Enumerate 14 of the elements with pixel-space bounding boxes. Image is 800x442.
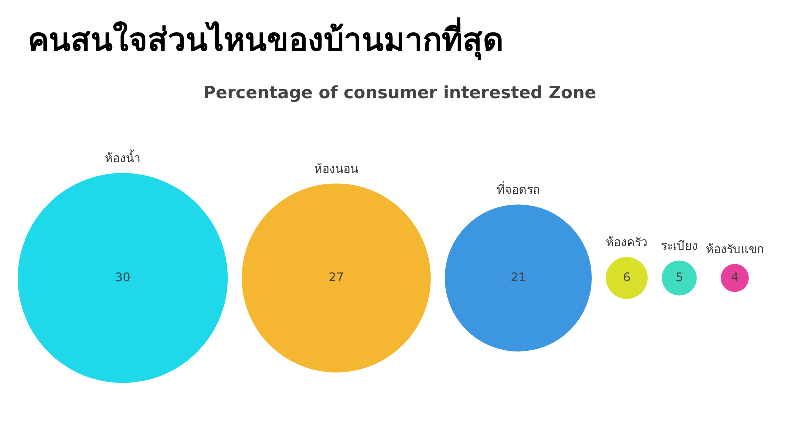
text: คนสนใจส่วนไหนของบ้านมากที่สุด [28, 16, 504, 62]
category-label: ที่จอดรถ [497, 180, 540, 197]
category-label: ห้องนอน [314, 162, 358, 176]
data-label: 5 [676, 270, 684, 284]
data-label: 30 [115, 270, 131, 284]
text: Percentage of consumer interested Zone [204, 84, 596, 104]
data-label: 21 [510, 270, 526, 284]
category-label: ห้องน้ำ [105, 149, 141, 166]
data-label: 6 [623, 270, 631, 284]
data-label: 4 [731, 270, 739, 284]
category-label: ห้องครัว [606, 235, 648, 250]
data-label: 27 [328, 270, 344, 284]
category-label: ห้องรับแขก [706, 242, 764, 256]
category-label: ระเบียง [661, 238, 698, 253]
